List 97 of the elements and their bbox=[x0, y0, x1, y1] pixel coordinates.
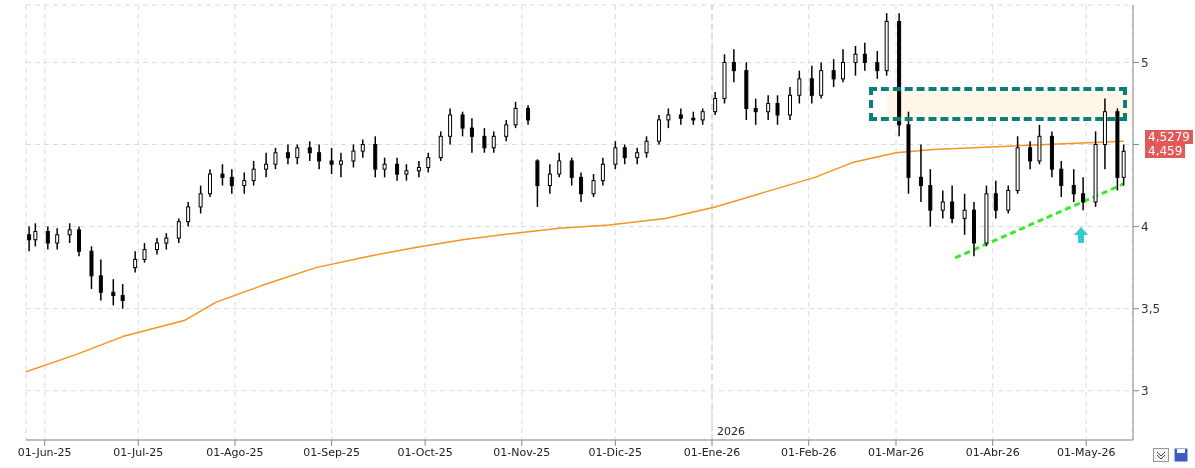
x-tick-label: 01-Dic-25 bbox=[588, 445, 643, 459]
candlestick bbox=[317, 143, 322, 170]
candlestick bbox=[666, 107, 671, 129]
candlestick bbox=[448, 107, 453, 146]
candlestick bbox=[547, 163, 552, 195]
candlestick bbox=[273, 147, 278, 170]
candlestick bbox=[438, 130, 443, 162]
candlestick bbox=[591, 173, 596, 198]
candlestick bbox=[950, 184, 955, 225]
candlestick bbox=[940, 189, 945, 220]
candlestick bbox=[569, 156, 574, 187]
candlestick bbox=[351, 143, 356, 169]
candlestick bbox=[526, 104, 531, 126]
candlestick bbox=[579, 171, 584, 203]
candlestick bbox=[713, 91, 718, 116]
x-tick-label: 01-Abr-26 bbox=[965, 445, 1020, 459]
candlestick bbox=[460, 110, 465, 138]
candlestick bbox=[469, 117, 474, 154]
candlestick bbox=[831, 58, 836, 88]
x-tick-label: 01-May-26 bbox=[1056, 445, 1116, 459]
candlestick bbox=[55, 227, 60, 251]
candlestick bbox=[382, 156, 387, 179]
candlestick bbox=[176, 217, 181, 244]
candlestick bbox=[307, 140, 312, 162]
candlestick bbox=[264, 151, 269, 179]
candlestick bbox=[395, 156, 400, 182]
text: 4,459 bbox=[1145, 144, 1186, 158]
candlestick bbox=[557, 151, 562, 179]
candlestick bbox=[1028, 140, 1033, 170]
candlestick bbox=[142, 242, 147, 264]
candlestick bbox=[787, 86, 792, 121]
candlestick bbox=[993, 179, 998, 220]
candlestick bbox=[753, 97, 758, 126]
x-tick-label: 01-Ago-25 bbox=[206, 445, 264, 459]
candlestick bbox=[1059, 160, 1064, 198]
x-tick-label: 01-Mar-26 bbox=[868, 445, 924, 459]
candlestick bbox=[1006, 184, 1011, 215]
candlestick bbox=[207, 168, 212, 198]
candlestick bbox=[329, 147, 334, 175]
x-tick-label: 01-Nov-25 bbox=[493, 445, 551, 459]
candlestick bbox=[862, 42, 867, 72]
y-tick-label: 3,5 bbox=[1141, 301, 1161, 316]
candlestick bbox=[426, 151, 431, 174]
line-series bbox=[26, 140, 1125, 373]
candlestick bbox=[1071, 168, 1076, 203]
candlestick bbox=[841, 48, 845, 83]
candlestick bbox=[731, 48, 736, 83]
candlestick bbox=[338, 151, 343, 179]
candlestick bbox=[242, 171, 247, 195]
candlestick bbox=[962, 193, 967, 236]
candlestick bbox=[27, 225, 32, 252]
ref-line-label: 2026 bbox=[717, 425, 746, 438]
candlestick bbox=[809, 64, 814, 105]
candlestick bbox=[120, 283, 125, 310]
candlestick bbox=[657, 114, 662, 146]
candlestick bbox=[766, 94, 771, 121]
candlestick bbox=[220, 163, 225, 187]
candlestick bbox=[622, 143, 627, 165]
candlestick bbox=[229, 168, 234, 195]
y-tick-label: 4 bbox=[1141, 219, 1149, 234]
candlestick bbox=[504, 119, 509, 142]
candlestick bbox=[295, 143, 300, 165]
candlestick bbox=[416, 160, 421, 179]
y-tick-label: 3 bbox=[1141, 384, 1149, 399]
candlestick bbox=[775, 94, 780, 126]
y-tick-label: 5 bbox=[1141, 55, 1149, 70]
candlestick bbox=[133, 250, 138, 274]
candlestick bbox=[45, 225, 50, 251]
x-tick-label: 01-Feb-26 bbox=[780, 445, 837, 459]
candlestick bbox=[853, 45, 858, 77]
candlestick bbox=[797, 69, 802, 105]
candlestick bbox=[1081, 176, 1086, 211]
candlestick bbox=[360, 138, 365, 159]
candlestick bbox=[513, 101, 518, 129]
candlestick bbox=[67, 222, 72, 244]
candlestick bbox=[33, 222, 38, 248]
x-tick-label: 01-Oct-25 bbox=[397, 445, 453, 459]
candlestick bbox=[491, 130, 496, 154]
candlestick bbox=[111, 278, 116, 307]
candlestick bbox=[644, 135, 649, 159]
candlestick bbox=[98, 258, 103, 302]
candlestick bbox=[678, 107, 683, 126]
x-tick-label: 01-Jun-25 bbox=[17, 445, 72, 459]
candlestick bbox=[600, 156, 605, 187]
text: 4,5279 bbox=[1145, 130, 1193, 144]
candlestick bbox=[77, 225, 82, 257]
candlestick bbox=[875, 50, 880, 80]
x-tick-label: 01-Ene-26 bbox=[683, 445, 741, 459]
candlestick bbox=[285, 143, 290, 165]
candlestick bbox=[186, 201, 191, 228]
candlestick bbox=[482, 127, 487, 154]
candlestick bbox=[613, 140, 618, 170]
candlestick bbox=[918, 143, 923, 203]
x-tick-label: 01-Jul-25 bbox=[113, 445, 164, 459]
candlestick bbox=[198, 184, 203, 215]
candlestick bbox=[251, 160, 256, 187]
x-tick-label: 01-Sep-25 bbox=[303, 445, 360, 459]
